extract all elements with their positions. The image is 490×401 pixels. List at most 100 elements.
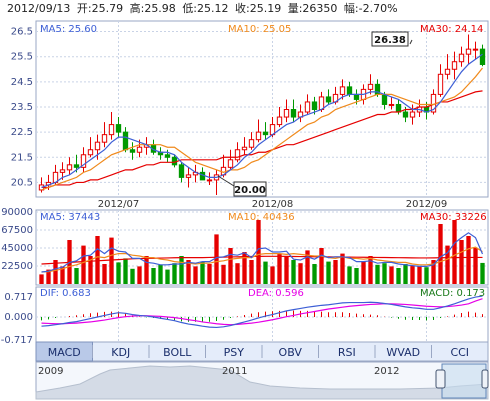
tab-kdj[interactable]: KDJ xyxy=(111,345,150,359)
tab-label: RSI xyxy=(338,346,356,359)
candle-body xyxy=(185,174,192,178)
price-tick-label: 26.5 xyxy=(11,27,33,38)
candle-body xyxy=(73,164,80,168)
volume-bar xyxy=(109,237,114,284)
tab-boll[interactable]: BOLL xyxy=(163,345,206,359)
volume-bar xyxy=(200,261,205,284)
volume-tick-label: 22500 xyxy=(1,261,33,272)
header-quote: 2012/09/13 开:25.79 高:25.98 低:25.12 收:25.… xyxy=(7,1,398,15)
volume-bar xyxy=(207,264,212,284)
candle xyxy=(437,64,444,97)
volume-bar xyxy=(319,248,324,284)
candle-body xyxy=(122,131,129,151)
navigator-right-handle[interactable] xyxy=(481,369,489,389)
volume-bar xyxy=(368,256,373,284)
volume-bar xyxy=(459,240,464,284)
price-ma30-line xyxy=(41,90,483,189)
volume-bar xyxy=(333,260,338,284)
volume-bar xyxy=(298,263,303,284)
candle xyxy=(276,106,283,128)
candle xyxy=(465,34,472,65)
candle-body xyxy=(479,48,486,65)
candle-body xyxy=(458,53,465,63)
candle xyxy=(479,44,486,67)
price-tick-label: 20.5 xyxy=(11,177,33,188)
macd-dif-label: DIF: 0.683 xyxy=(40,288,91,299)
navigator-left-handle[interactable] xyxy=(435,369,446,389)
price-ma5-label: MA5: 25.60 xyxy=(40,24,97,35)
candle xyxy=(241,137,248,155)
price-tick-label: 24.5 xyxy=(11,77,33,88)
time-navigator[interactable]: 2009 2011 2012 xyxy=(35,361,489,400)
volume-bar xyxy=(431,260,436,284)
tab-cci[interactable]: CCI xyxy=(450,345,489,359)
volume-bar xyxy=(445,245,450,284)
volume-bar xyxy=(466,236,471,284)
candle xyxy=(388,96,395,110)
price-tick-label: 23.5 xyxy=(11,102,33,113)
candle xyxy=(206,172,213,185)
candle-body xyxy=(80,154,87,168)
candle-body xyxy=(339,86,346,95)
volume-bar xyxy=(242,252,247,284)
macd-tick-label: 0.717 xyxy=(4,292,33,303)
candle-body xyxy=(465,48,472,55)
price-tick-label: 22.5 xyxy=(11,127,33,138)
candle-body xyxy=(367,83,374,90)
tab-macd[interactable]: MACD xyxy=(35,341,93,362)
volume-bar xyxy=(382,263,387,284)
volume-bar xyxy=(389,266,394,284)
candle-body xyxy=(472,48,479,51)
navigator-selection[interactable] xyxy=(441,363,487,399)
candle-body xyxy=(346,86,353,95)
price-ma5-line xyxy=(41,53,483,189)
candle xyxy=(409,104,416,125)
volume-bar xyxy=(144,256,149,284)
candle-body xyxy=(199,171,206,181)
tab-wvad[interactable]: WVAD xyxy=(386,345,432,359)
candle xyxy=(227,149,234,170)
candle-body xyxy=(311,101,318,110)
volume-bar xyxy=(186,260,191,284)
high-price-marker: 26.38 xyxy=(371,31,413,47)
volume-bar xyxy=(312,264,317,284)
candle-body xyxy=(325,96,332,103)
volume-tick-label: 45000 xyxy=(1,243,33,254)
candle-body xyxy=(451,61,458,70)
navigator-year-2011: 2011 xyxy=(222,366,247,377)
candle-body xyxy=(318,96,325,110)
volume-bar xyxy=(88,256,93,284)
volume-bar xyxy=(354,268,359,284)
candle xyxy=(234,142,241,163)
volume-bar xyxy=(102,264,107,284)
candle-body xyxy=(304,101,311,113)
tab-rsi[interactable]: RSI xyxy=(338,345,376,359)
price-ma30-label: MA30: 24.14 xyxy=(420,24,483,35)
navigator-year-2009: 2009 xyxy=(38,366,63,377)
volume-ma10-line xyxy=(41,246,483,273)
candle-body xyxy=(381,93,388,105)
volume-bar xyxy=(137,266,142,284)
volume-bar xyxy=(375,264,380,284)
volume-bar xyxy=(256,220,261,284)
volume-bar xyxy=(151,268,156,284)
volume-bar xyxy=(277,253,282,284)
tab-psy[interactable]: PSY xyxy=(224,345,263,359)
candle-body xyxy=(164,154,171,158)
candle xyxy=(367,74,374,95)
candle-body xyxy=(241,146,248,151)
candle xyxy=(66,157,73,175)
macd-dea-line xyxy=(41,298,483,326)
tab-obv[interactable]: OBV xyxy=(279,345,319,359)
candle-body xyxy=(353,93,360,100)
candle xyxy=(108,112,115,140)
volume-bar xyxy=(221,264,226,284)
candle xyxy=(444,54,451,80)
candle-body xyxy=(402,111,409,118)
volume-ma30-line xyxy=(41,255,483,265)
price-tick-label: 21.5 xyxy=(11,152,33,163)
volume-bar xyxy=(81,245,86,284)
volume-bar xyxy=(340,253,345,284)
volume-bar xyxy=(193,266,198,284)
volume-bar xyxy=(438,224,443,284)
